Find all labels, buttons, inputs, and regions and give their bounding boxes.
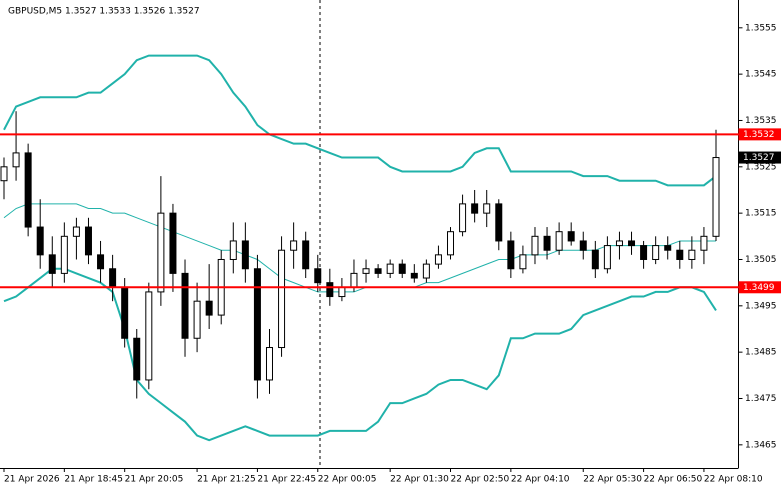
y-tick-label: 1.3535	[745, 116, 777, 126]
candle-body	[72, 226, 80, 237]
candle-body	[615, 240, 623, 247]
candle-body	[507, 240, 515, 270]
last-price-tag	[738, 151, 781, 164]
band-upper	[3, 54, 717, 187]
candle-body	[410, 272, 418, 279]
candle-body	[543, 235, 551, 251]
candle-body	[676, 249, 684, 260]
candle-body	[531, 235, 539, 256]
candle-body	[555, 231, 563, 251]
candle-body	[241, 240, 249, 270]
candle-body	[24, 152, 32, 228]
candle-body	[459, 203, 467, 233]
candle-body	[60, 235, 68, 274]
candle-body	[133, 337, 141, 381]
band-middle	[3, 203, 716, 293]
candle-body	[169, 212, 177, 274]
level-tag	[738, 281, 781, 294]
candle-body	[157, 212, 165, 293]
x-tick-label: 21 Apr 2026	[4, 475, 60, 485]
candle-body	[314, 268, 322, 284]
x-tick-label: 21 Apr 21:25	[197, 475, 256, 485]
candle-body	[145, 291, 153, 381]
x-tick-label: 21 Apr 18:45	[64, 475, 123, 485]
candle-body	[12, 152, 20, 168]
candle-body	[205, 300, 213, 316]
y-tick-label: 1.3485	[745, 348, 777, 358]
x-tick-label: 22 Apr 06:50	[644, 475, 703, 485]
candle-body	[181, 272, 189, 339]
candle-body	[700, 235, 708, 251]
y-tick-label: 1.3525	[745, 162, 777, 172]
candle-body	[640, 245, 648, 260]
candle-body	[97, 254, 105, 270]
candle-body	[567, 231, 575, 242]
candle-body	[519, 254, 527, 270]
candle-body	[652, 245, 660, 260]
candle-body	[434, 254, 442, 265]
candle-body	[109, 268, 117, 288]
candle-body	[483, 203, 491, 214]
x-tick-label: 22 Apr 02:50	[451, 475, 510, 485]
y-tick-label: 1.3495	[745, 301, 777, 311]
candle-body	[447, 231, 455, 256]
candle-body	[121, 286, 129, 339]
candle-body	[326, 282, 334, 298]
candle-body	[628, 240, 636, 247]
candle-body	[229, 240, 237, 260]
y-tick-label: 1.3465	[745, 440, 777, 450]
last-price-label: 1.3527	[743, 153, 775, 163]
x-tick-label: 21 Apr 20:05	[125, 475, 184, 485]
candle-body	[422, 263, 430, 279]
x-tick-label: 22 Apr 04:10	[511, 475, 570, 485]
candle-body	[386, 263, 394, 274]
chart-title: GBPUSD,M5 1.3527 1.3533 1.3526 1.3527	[8, 7, 200, 17]
x-tick-label: 22 Apr 00:05	[318, 475, 377, 485]
candle-body	[338, 286, 346, 298]
x-tick-label: 22 Apr 05:30	[583, 475, 642, 485]
level-label: 1.3499	[743, 283, 775, 293]
level-tag	[738, 128, 781, 141]
candle-body	[398, 263, 406, 274]
x-tick-label: 21 Apr 22:45	[257, 475, 316, 485]
x-tick-label: 22 Apr 01:30	[390, 475, 449, 485]
y-tick-label: 1.3475	[745, 394, 777, 404]
candle-body	[84, 226, 92, 256]
candle-body	[688, 249, 696, 260]
y-tick-label: 1.3545	[745, 70, 777, 80]
candle-body	[362, 268, 370, 274]
x-tick-label: 22 Apr 08:10	[704, 475, 763, 485]
y-tick-label: 1.3555	[745, 23, 777, 33]
y-tick-label: 1.3505	[745, 255, 777, 265]
candle-body	[603, 245, 611, 270]
candle-body	[495, 203, 503, 242]
candle-body	[374, 268, 382, 274]
y-tick-label: 1.3515	[745, 209, 777, 219]
candle-body	[278, 249, 286, 349]
candle-body	[193, 300, 201, 339]
candle-body	[591, 249, 599, 270]
candle-body	[712, 157, 720, 237]
candle-body	[48, 254, 56, 274]
candle-body	[36, 226, 44, 256]
candle-body	[290, 240, 298, 251]
level-label: 1.3532	[743, 130, 775, 140]
candle-body	[579, 240, 587, 251]
candle-body	[302, 240, 310, 270]
candle-body	[664, 245, 672, 251]
candle-body	[0, 166, 8, 182]
candle-body	[253, 268, 261, 381]
candle-body	[350, 272, 358, 288]
candle-body	[265, 347, 273, 381]
candle-body	[471, 203, 479, 214]
